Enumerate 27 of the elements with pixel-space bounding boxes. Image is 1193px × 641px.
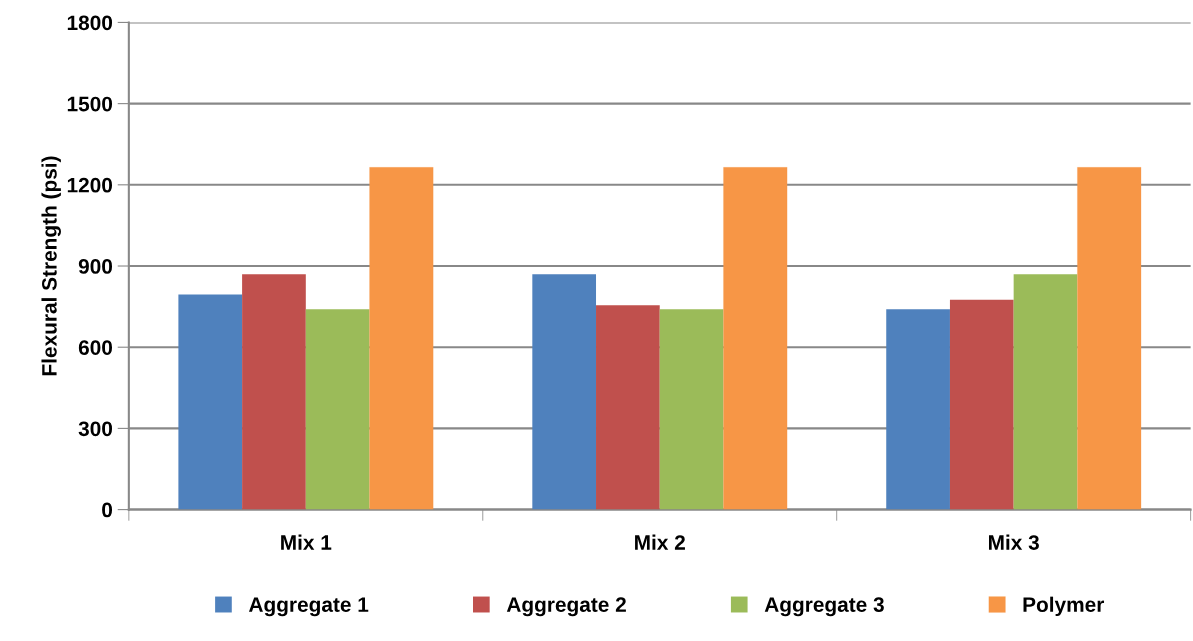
bar — [659, 309, 724, 510]
bar — [723, 167, 788, 510]
y-tick-label: 300 — [78, 421, 113, 437]
y-tick-label: 900 — [78, 259, 113, 274]
x-tick-label: Mix 1 — [281, 534, 332, 550]
bar — [886, 309, 950, 510]
bar — [1077, 167, 1142, 510]
bar — [242, 274, 306, 510]
bar — [596, 305, 660, 510]
legend-label: Aggregate 1 — [248, 597, 369, 617]
y-tick-label: 0 — [102, 502, 113, 518]
legend-label: Aggregate 2 — [506, 597, 626, 617]
bar — [369, 167, 434, 510]
y-axis-title: Flexural Strength (psi) — [41, 156, 61, 376]
y-tick-label: 600 — [78, 340, 113, 355]
bar — [532, 274, 597, 510]
legend-label: Aggregate 3 — [764, 597, 884, 617]
bar — [1013, 274, 1078, 510]
x-tick-label: Mix 2 — [635, 534, 685, 550]
bar — [178, 294, 243, 510]
x-tick-label: Mix 3 — [989, 534, 1039, 550]
y-tick-label: 1500 — [67, 96, 113, 112]
y-tick-label: 1200 — [67, 177, 113, 193]
legend-label: Polymer — [1023, 596, 1105, 617]
bar — [949, 299, 1014, 510]
y-tick-label: 1800 — [67, 15, 113, 31]
bar — [305, 309, 370, 510]
